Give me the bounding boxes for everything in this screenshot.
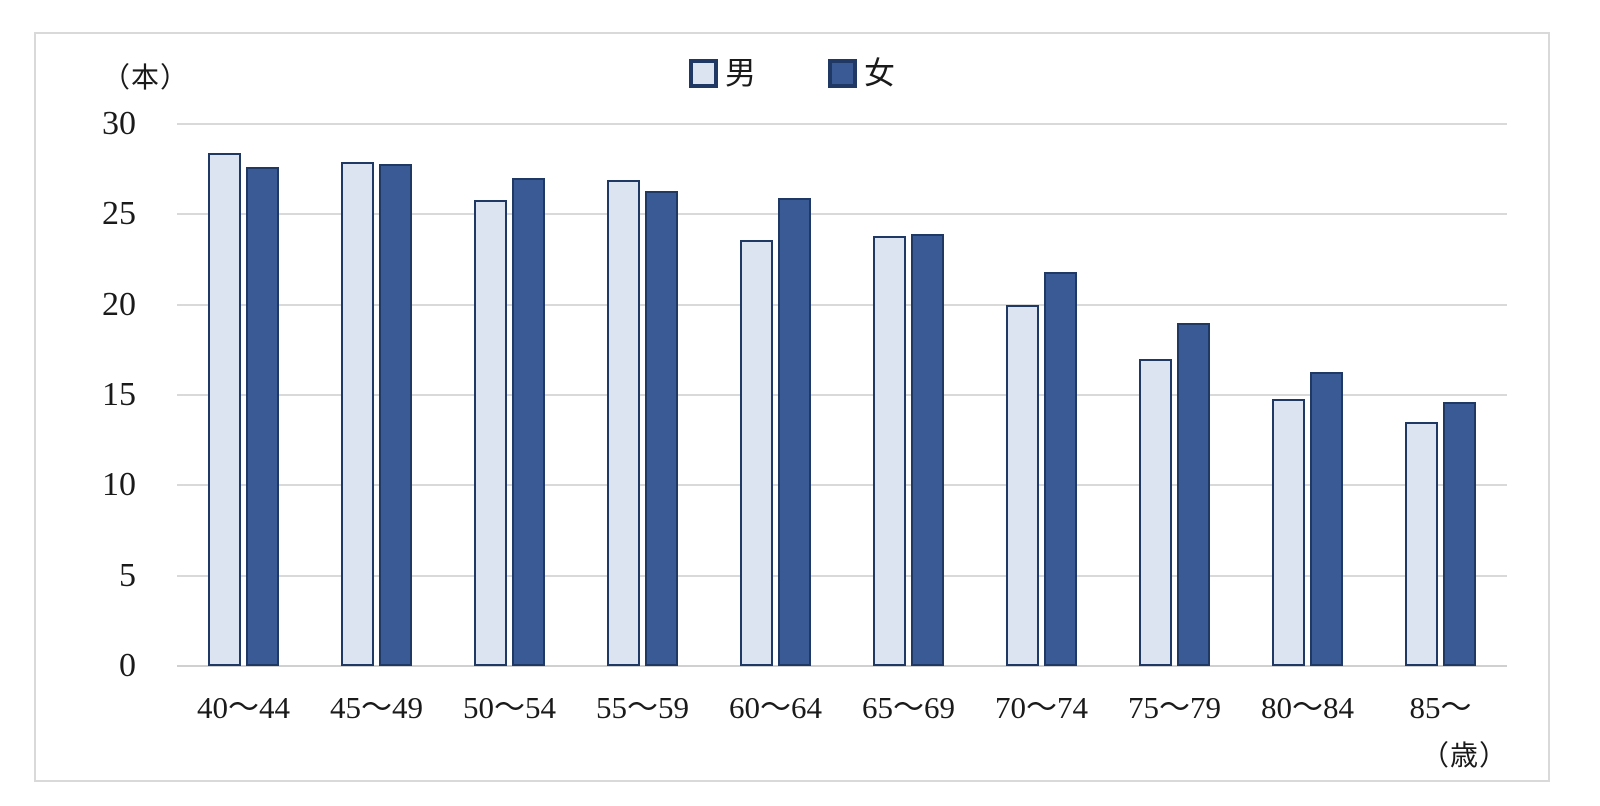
x-tick-label-85～: 85～: [1409, 690, 1472, 725]
y-tick-label-5: 5: [119, 556, 136, 594]
bar-female-40～44: [246, 167, 279, 666]
bar-female-85～: [1443, 402, 1476, 666]
x-tick-label-80～84: 80～84: [1261, 690, 1354, 725]
gridline-10: [177, 484, 1507, 487]
bar-male-65～69: [873, 236, 906, 666]
bar-group-75～79: [1108, 124, 1241, 666]
bar-male-45～49: [341, 161, 374, 666]
x-tick-label-50～54: 50～54: [463, 690, 556, 725]
bar-female-75～79: [1177, 322, 1210, 666]
bar-male-50～54: [474, 199, 507, 666]
gridline-15: [177, 394, 1507, 396]
bar-female-70～74: [1044, 272, 1077, 666]
x-tick-label-45～49: 45～49: [330, 690, 423, 725]
bar-female-50～54: [512, 178, 545, 666]
plot-area: [177, 123, 1507, 667]
y-tick-label-15: 15: [102, 376, 136, 413]
x-tick-label-40～44: 40～44: [197, 690, 290, 725]
bar-female-65～69: [911, 234, 944, 666]
bar-group-60～64: [709, 124, 842, 666]
x-tick-label-75～79: 75～79: [1128, 690, 1221, 725]
chart-frame: （本） 男 女 0 5 10 15 20 25 30 40～44 45～49 50～54 55～5…: [34, 32, 1550, 782]
bar-group-40～44: [177, 124, 310, 666]
x-axis-line: [177, 665, 1507, 667]
bar-group-45～49: [310, 124, 443, 666]
bar-group-55～59: [576, 124, 709, 666]
y-tick-label-0: 0: [119, 647, 136, 684]
x-tick-label-65～69: 65～69: [862, 690, 955, 725]
bar-male-85～: [1405, 422, 1438, 666]
bar-female-60～64: [778, 198, 811, 666]
legend-item-male: 男: [689, 58, 756, 89]
bar-female-80～84: [1310, 371, 1343, 666]
y-axis-labels: 0 5 10 15 20 25 30: [54, 107, 136, 683]
bar-female-55～59: [645, 190, 678, 666]
y-axis-unit-label: （本）: [102, 63, 190, 94]
bar-group-50～54: [443, 124, 576, 666]
y-tick-label-30: 30: [102, 105, 136, 142]
bar-male-55～59: [607, 180, 640, 666]
legend-item-female: 女: [828, 58, 895, 89]
bar-male-40～44: [208, 152, 241, 666]
gridline-25: [177, 213, 1507, 216]
y-tick-label-25: 25: [102, 195, 136, 233]
gridline-5: [177, 574, 1507, 577]
bar-male-70～74: [1006, 304, 1039, 666]
bar-female-45～49: [379, 163, 412, 666]
male-legend-label: 男: [725, 56, 756, 91]
bar-group-70～74: [975, 124, 1108, 666]
gridline-30: [177, 123, 1507, 125]
x-tick-label-55～59: 55～59: [596, 690, 689, 725]
bar-male-60～64: [740, 239, 773, 666]
chart-legend: 男 女: [36, 58, 1548, 89]
bar-male-80～84: [1272, 398, 1305, 666]
bar-group-85～: [1374, 124, 1507, 666]
x-tick-label-60～64: 60～64: [729, 690, 822, 725]
male-legend-swatch: [689, 59, 718, 88]
y-tick-label-20: 20: [102, 285, 136, 323]
bar-group-80～84: [1241, 124, 1374, 666]
bar-group-65～69: [842, 124, 975, 666]
x-axis-unit-label: （歳）: [1420, 741, 1508, 772]
female-legend-label: 女: [864, 56, 895, 91]
gridline-20: [177, 303, 1507, 306]
bar-male-75～79: [1139, 358, 1172, 666]
female-legend-swatch: [828, 59, 857, 88]
x-axis-labels: 40～44 45～49 50～54 55～59 60～64 65～69 70～74 75～79…: [177, 686, 1507, 734]
x-tick-label-70～74: 70～74: [995, 690, 1088, 725]
y-tick-label-10: 10: [102, 466, 136, 504]
